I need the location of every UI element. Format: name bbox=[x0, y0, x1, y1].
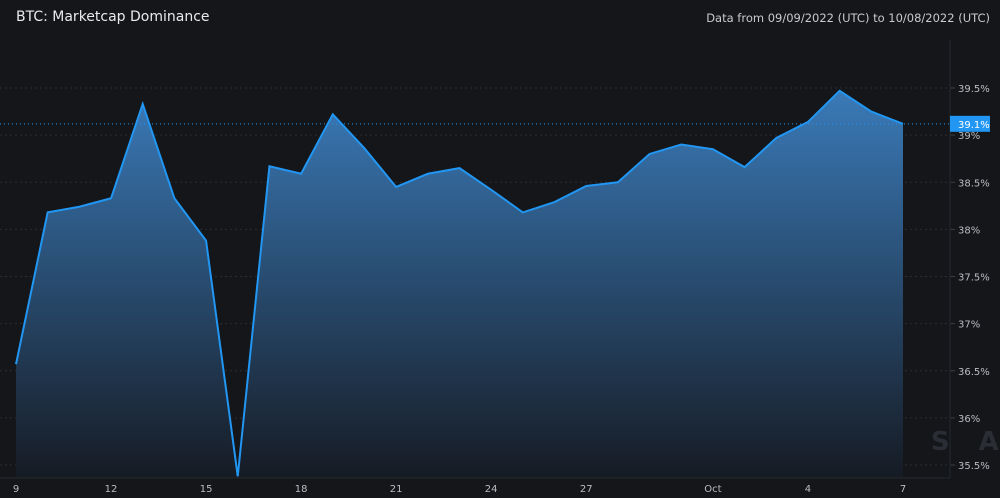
x-tick-label: 15 bbox=[200, 484, 213, 495]
y-tick-label: 38.5% bbox=[958, 178, 990, 189]
y-tick-label: 35.5% bbox=[958, 461, 990, 472]
x-tick-label: 4 bbox=[805, 484, 811, 495]
x-tick-label: 27 bbox=[580, 484, 593, 495]
x-tick-label: 9 bbox=[13, 484, 19, 495]
x-tick-label: 7 bbox=[900, 484, 906, 495]
x-tick-label: 24 bbox=[485, 484, 498, 495]
y-tick-label: 37.5% bbox=[958, 273, 990, 284]
y-tick-label: 39% bbox=[958, 131, 980, 142]
y-tick-label: 36% bbox=[958, 414, 980, 425]
y-tick-label: 37% bbox=[958, 320, 980, 331]
x-tick-label: 21 bbox=[390, 484, 403, 495]
date-range: Data from 09/09/2022 (UTC) to 10/08/2022… bbox=[706, 11, 990, 25]
x-tick-label: 12 bbox=[105, 484, 118, 495]
y-tick-label: 36.5% bbox=[958, 367, 990, 378]
area-fill bbox=[16, 90, 903, 478]
x-tick-label: 18 bbox=[295, 484, 308, 495]
chart-title: BTC: Marketcap Dominance bbox=[16, 9, 210, 25]
x-tick-label: Oct bbox=[704, 484, 721, 495]
last-value-badge bbox=[950, 115, 990, 132]
y-tick-label: 38% bbox=[958, 225, 980, 236]
y-tick-label: 39.5% bbox=[958, 84, 990, 95]
series-line bbox=[15, 89, 904, 477]
last-value-label: 39.1% bbox=[958, 120, 990, 131]
